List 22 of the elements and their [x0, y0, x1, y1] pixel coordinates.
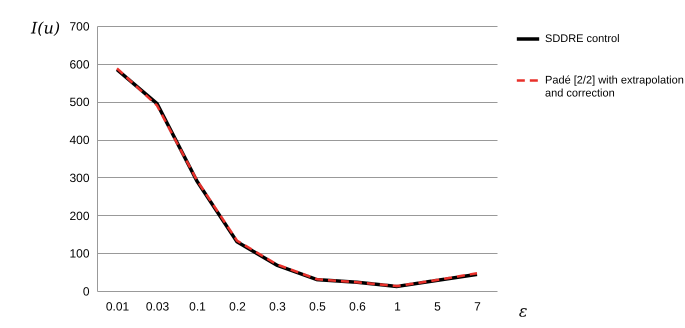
y-tick-label: 600 [69, 57, 90, 72]
x-tick-label: 0.3 [269, 300, 286, 314]
y-tick-label: 300 [69, 170, 90, 185]
y-tick-label: 100 [69, 246, 90, 261]
x-tick-label: 0.5 [309, 300, 326, 314]
y-tick-label: 500 [69, 95, 90, 110]
x-axis-title: ε [518, 302, 528, 320]
legend-label: SDDRE control [545, 33, 620, 45]
x-tick-label: 0.2 [229, 300, 246, 314]
x-tick-label: 0.01 [106, 300, 130, 314]
y-tick-label: 0 [82, 284, 90, 298]
y-tick-label: 200 [69, 208, 90, 223]
x-tick-label: 0.03 [146, 300, 170, 314]
x-tick-label: 1 [394, 300, 402, 314]
x-tick-label: 0.1 [189, 300, 206, 314]
y-tick-label: 400 [69, 133, 90, 148]
y-axis-title: I(u) [30, 18, 60, 38]
x-tick-label: 0.6 [349, 300, 366, 314]
x-tick-label: 7 [474, 300, 482, 314]
legend-label: Padé [2/2] with extrapolation and correction [545, 74, 684, 100]
y-tick-label: 700 [69, 20, 90, 34]
x-tick-label: 5 [434, 300, 442, 314]
